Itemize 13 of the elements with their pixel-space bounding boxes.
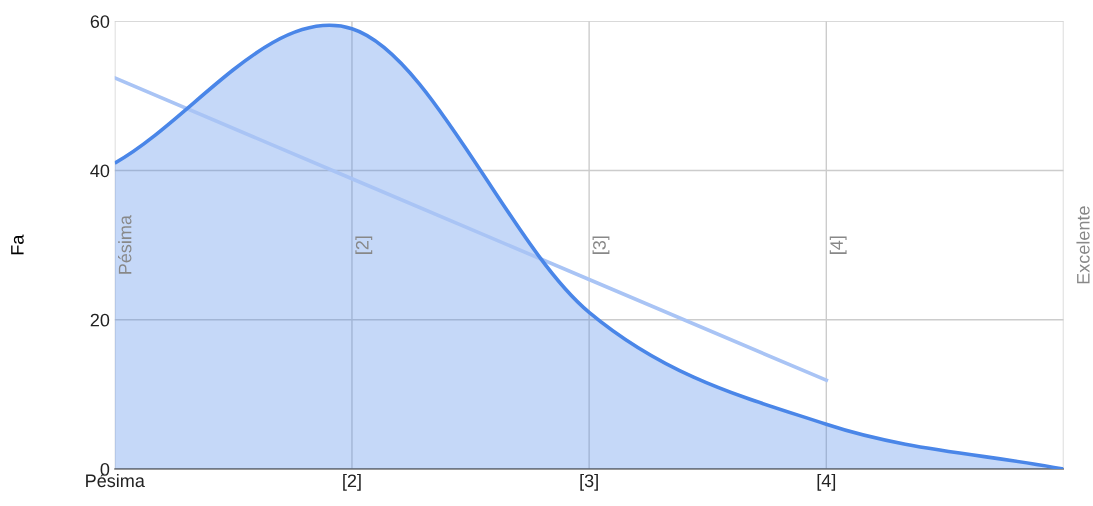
annotation: [3] [592,236,610,254]
annotation: [4] [829,236,847,254]
x-tick-label: [3] [580,473,598,491]
y-tick-label: 60 [90,15,110,28]
y-axis-title: Fa [11,234,24,255]
y-tick-label: 40 [90,164,110,178]
x-tick-label: [4] [817,473,836,491]
annotation: [2] [355,236,373,254]
x-tick-label: [2] [343,473,361,491]
annotation: Pésima [118,215,132,274]
y-tick-label: 20 [90,313,110,327]
text: Excelente [1076,206,1090,284]
line-series [114,76,829,383]
